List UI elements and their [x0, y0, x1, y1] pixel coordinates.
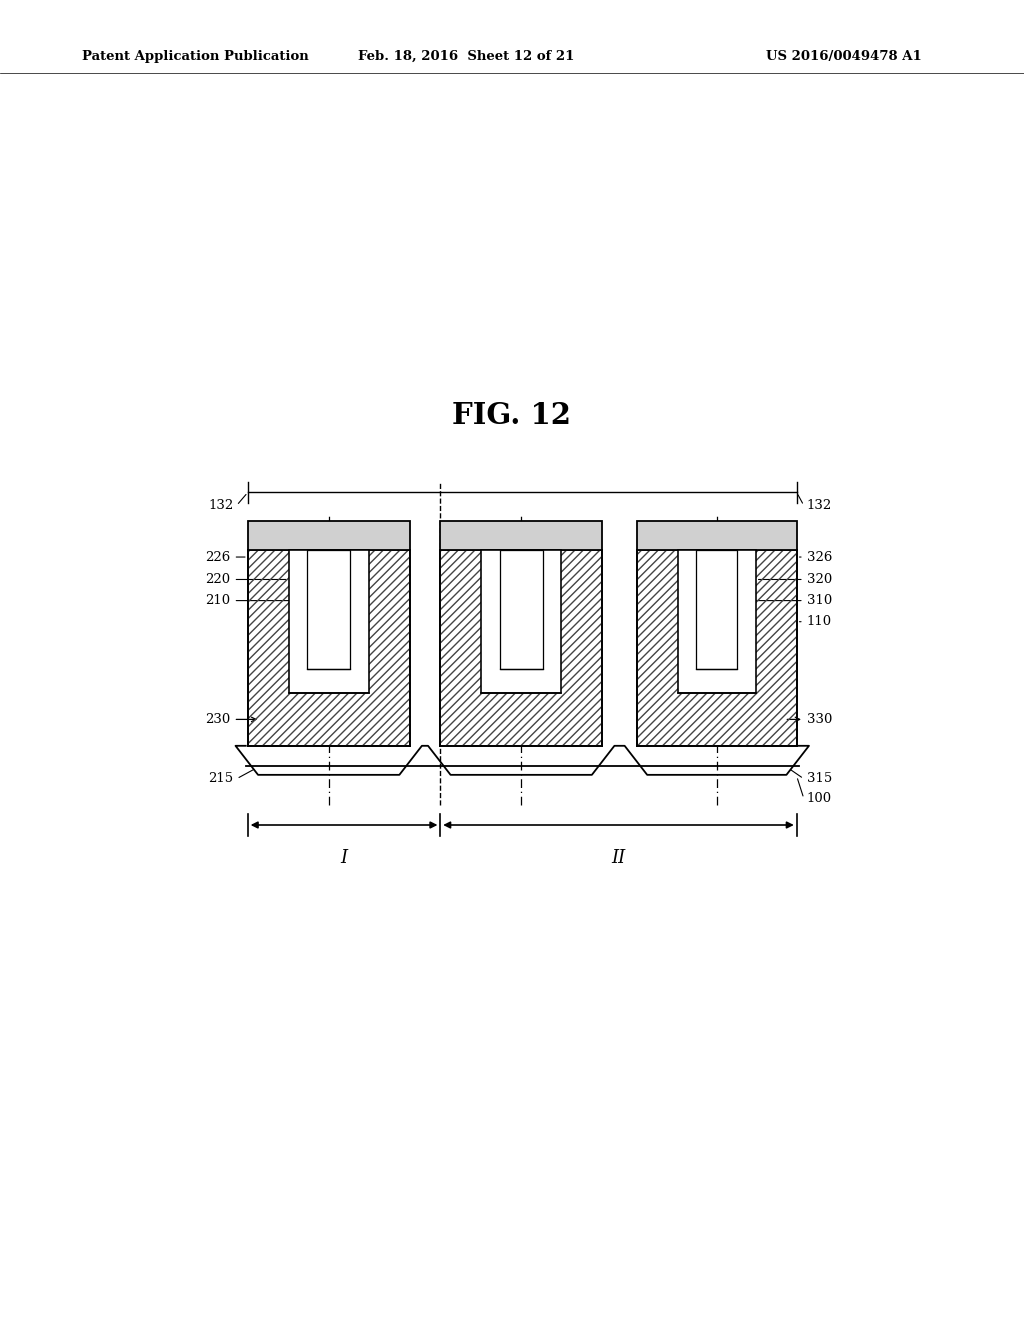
- Bar: [481, 550, 561, 693]
- Text: 230: 230: [205, 713, 230, 726]
- Bar: [637, 521, 797, 550]
- Text: US 2016/0049478 A1: US 2016/0049478 A1: [766, 50, 922, 63]
- Text: 220: 220: [205, 573, 230, 586]
- Text: FIG. 12: FIG. 12: [453, 401, 571, 430]
- Text: 330: 330: [807, 713, 833, 726]
- Text: 326: 326: [807, 550, 833, 564]
- Text: Feb. 18, 2016  Sheet 12 of 21: Feb. 18, 2016 Sheet 12 of 21: [357, 50, 574, 63]
- Bar: [696, 550, 737, 669]
- Text: I: I: [341, 849, 347, 867]
- Text: 310: 310: [807, 594, 833, 607]
- Text: 132: 132: [807, 499, 833, 512]
- Text: 315: 315: [807, 772, 833, 785]
- Text: 320: 320: [807, 573, 833, 586]
- Text: 132: 132: [208, 499, 233, 512]
- Bar: [307, 550, 350, 669]
- Text: 210: 210: [205, 594, 230, 607]
- Bar: [440, 550, 602, 746]
- Bar: [289, 550, 369, 693]
- Text: 215: 215: [208, 772, 233, 785]
- Text: II: II: [611, 849, 626, 867]
- Text: 100: 100: [807, 792, 833, 805]
- Bar: [500, 550, 543, 669]
- Bar: [481, 550, 561, 693]
- Bar: [248, 550, 410, 746]
- Bar: [248, 550, 410, 746]
- Bar: [440, 550, 602, 746]
- Bar: [678, 550, 756, 693]
- Bar: [440, 521, 602, 550]
- Text: Patent Application Publication: Patent Application Publication: [82, 50, 308, 63]
- Bar: [289, 550, 369, 693]
- Text: 110: 110: [807, 615, 833, 628]
- Bar: [637, 550, 797, 746]
- Bar: [248, 521, 410, 550]
- Bar: [678, 550, 756, 693]
- Bar: [637, 550, 797, 746]
- Text: 226: 226: [205, 550, 230, 564]
